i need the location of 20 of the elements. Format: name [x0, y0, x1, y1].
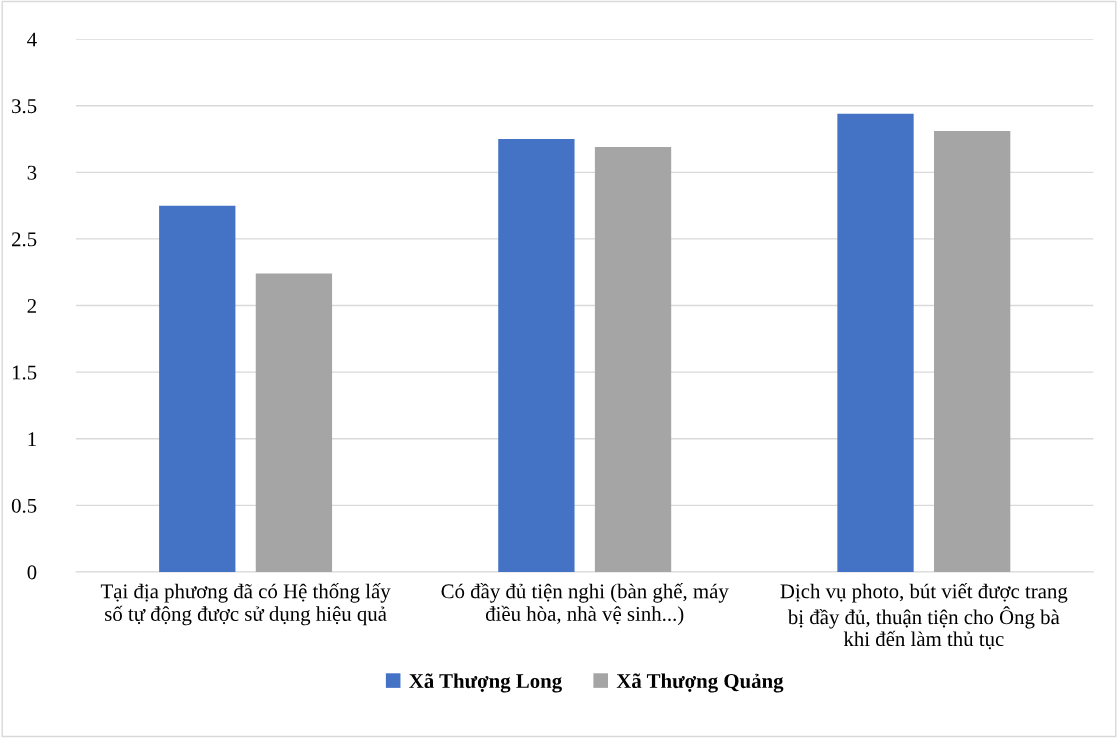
bar	[594, 147, 672, 572]
y-tick-label: 3	[27, 165, 37, 180]
x-tick-label: Tại địa phương đã có Hệ thống lấy số tự động được sử dụng hiệu quả	[100, 583, 391, 626]
bar	[498, 139, 575, 572]
bar	[255, 273, 333, 572]
y-tick-label: 2	[27, 298, 36, 313]
y-tick-label: 0.5	[11, 498, 37, 513]
x-tick-label: Dịch vụ photo, bút viết được trang bị đầy đủ, thuận tiện cho Ông bà khi đến làm thủ tục	[780, 583, 1068, 650]
y-tick-label: 1.5	[12, 365, 37, 380]
y-tick-label: 3.5	[12, 99, 37, 114]
y-tick-label: 1	[28, 432, 36, 446]
legend-label: Xã Thượng Quảng	[616, 673, 784, 693]
x-tick-label: Có đầy đủ tiện nghi (bàn ghế, máy điều hòa, nhà vệ sinh...)	[441, 583, 729, 626]
legend-label: Xã Thượng Long	[409, 673, 562, 693]
y-tick-label: 4	[27, 32, 37, 47]
bar	[837, 113, 914, 572]
y-tick-label: 2.5	[12, 232, 37, 247]
bar	[159, 205, 236, 572]
y-tick-label: 0	[27, 565, 37, 580]
bar	[934, 131, 1011, 572]
